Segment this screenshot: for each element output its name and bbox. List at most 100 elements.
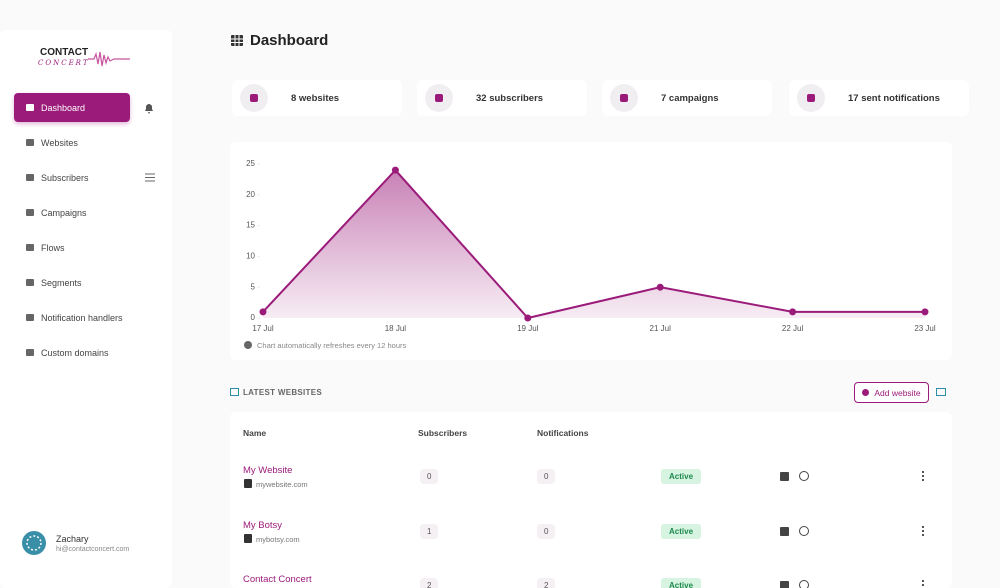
point <box>656 283 664 291</box>
nav-label: Websites <box>41 137 78 148</box>
website-name[interactable]: My Botsy <box>243 519 283 531</box>
nav-item[interactable]: Dashboard <box>14 93 130 122</box>
notifications-count: 0 <box>537 523 556 539</box>
sidebar <box>0 30 172 588</box>
nav-icon <box>26 279 34 286</box>
button-label: Add website <box>874 387 921 398</box>
chart-note: Chart automatically refreshes every 12 h… <box>257 341 407 350</box>
nav-label: Notification handlers <box>41 312 123 323</box>
nav-icon <box>26 174 34 181</box>
history-icon[interactable] <box>799 471 809 481</box>
logo-subtext: CONCERT <box>38 59 90 67</box>
nav-icon <box>26 349 34 356</box>
stat-text: 17 sent notifications <box>848 93 940 104</box>
nav-icon <box>26 244 34 251</box>
x-tick-label: 17 Jul <box>252 324 274 333</box>
bell-icon[interactable] <box>144 102 154 114</box>
x-tick-label: 18 Jul <box>385 324 407 333</box>
title-icon <box>231 35 243 46</box>
nav-label: Custom domains <box>41 347 109 358</box>
area <box>263 170 925 318</box>
more-menu[interactable] <box>922 580 926 588</box>
stat-icon <box>610 84 638 112</box>
nav-item[interactable]: Subscribers <box>14 163 130 192</box>
notifications-count: 2 <box>537 578 556 588</box>
y-tick-label: 25 <box>246 159 255 168</box>
nav-label: Dashboard <box>41 102 86 113</box>
more-menu[interactable] <box>922 471 926 481</box>
stat-text: 7 campaigns <box>661 93 719 104</box>
stat-text: 32 subscribers <box>476 93 544 104</box>
point <box>524 314 532 322</box>
site-favicon <box>244 533 252 543</box>
column-header: Name <box>243 428 267 438</box>
nav-icon <box>26 314 34 321</box>
user-name: Zachary <box>56 534 89 544</box>
nav-item[interactable]: Notification handlers <box>14 303 130 332</box>
websites-table <box>230 412 952 588</box>
subscribers-count: 0 <box>420 469 439 484</box>
calendar-icon[interactable] <box>780 581 789 588</box>
history-icon[interactable] <box>799 580 809 588</box>
nav-item[interactable]: Flows <box>14 233 130 262</box>
nav-label: Subscribers <box>41 172 89 183</box>
nav-item[interactable]: Custom domains <box>14 338 130 367</box>
website-name[interactable]: My Website <box>243 465 293 476</box>
x-tick-label: 23 Jul <box>914 324 936 333</box>
point <box>391 166 399 174</box>
user-email: hi@contactconcert.com <box>56 546 130 553</box>
page-title: Dashboard <box>250 32 329 49</box>
nav-item[interactable]: Segments <box>14 268 130 297</box>
calendar-icon[interactable] <box>780 472 789 481</box>
status-badge: Active <box>661 469 702 484</box>
logo-text: CONTACT <box>40 47 89 58</box>
y-tick-label: 15 <box>246 221 255 230</box>
notifications-count: 0 <box>537 469 556 484</box>
line <box>262 168 925 320</box>
nav-label: Campaigns <box>41 207 87 218</box>
section-title: LATEST WEBSITES <box>243 388 323 397</box>
status-badge: Active <box>661 578 702 588</box>
user-avatar[interactable] <box>22 531 46 555</box>
nav-icon <box>26 209 34 216</box>
calendar-icon[interactable] <box>780 526 789 536</box>
stat-text: 8 websites <box>291 93 340 104</box>
stat-icon <box>425 84 453 112</box>
x-tick-label: 22 Jul <box>782 324 804 333</box>
add-website-button[interactable]: Add website <box>854 382 929 403</box>
y-tick-label: 0 <box>251 313 256 322</box>
column-header: Notifications <box>537 428 589 438</box>
y-tick-label: 10 <box>246 252 255 261</box>
stat-icon <box>797 84 825 112</box>
nav-item[interactable]: Websites <box>14 128 130 157</box>
websites-icon <box>230 388 239 396</box>
site-favicon <box>244 479 252 488</box>
status-badge: Active <box>661 523 702 539</box>
stat-icon <box>240 84 268 112</box>
nav-label: Flows <box>41 242 65 253</box>
x-tick-label: 19 Jul <box>517 324 539 333</box>
history-icon[interactable] <box>799 525 809 536</box>
point <box>789 308 797 316</box>
y-tick-label: 5 <box>251 282 256 291</box>
website-url: mybotsy.com <box>256 534 300 544</box>
y-tick-label: 20 <box>246 190 255 199</box>
subscribers-count: 2 <box>420 578 439 588</box>
subscribers-count: 1 <box>420 523 439 539</box>
nav-label: Segments <box>41 277 82 288</box>
view-icon[interactable] <box>936 388 946 396</box>
nav-item[interactable]: Campaigns <box>14 198 130 227</box>
more-menu[interactable] <box>922 525 926 536</box>
logo-wave <box>88 51 130 67</box>
website-url: mywebsite.com <box>256 480 308 489</box>
point <box>921 308 929 316</box>
x-tick-label: 21 Jul <box>650 324 672 333</box>
website-name[interactable]: Contact Concert <box>243 574 312 585</box>
list-icon[interactable] <box>145 173 155 182</box>
nav-icon <box>26 104 34 111</box>
info-icon <box>244 341 252 349</box>
nav-icon <box>26 139 34 146</box>
point <box>259 308 267 316</box>
